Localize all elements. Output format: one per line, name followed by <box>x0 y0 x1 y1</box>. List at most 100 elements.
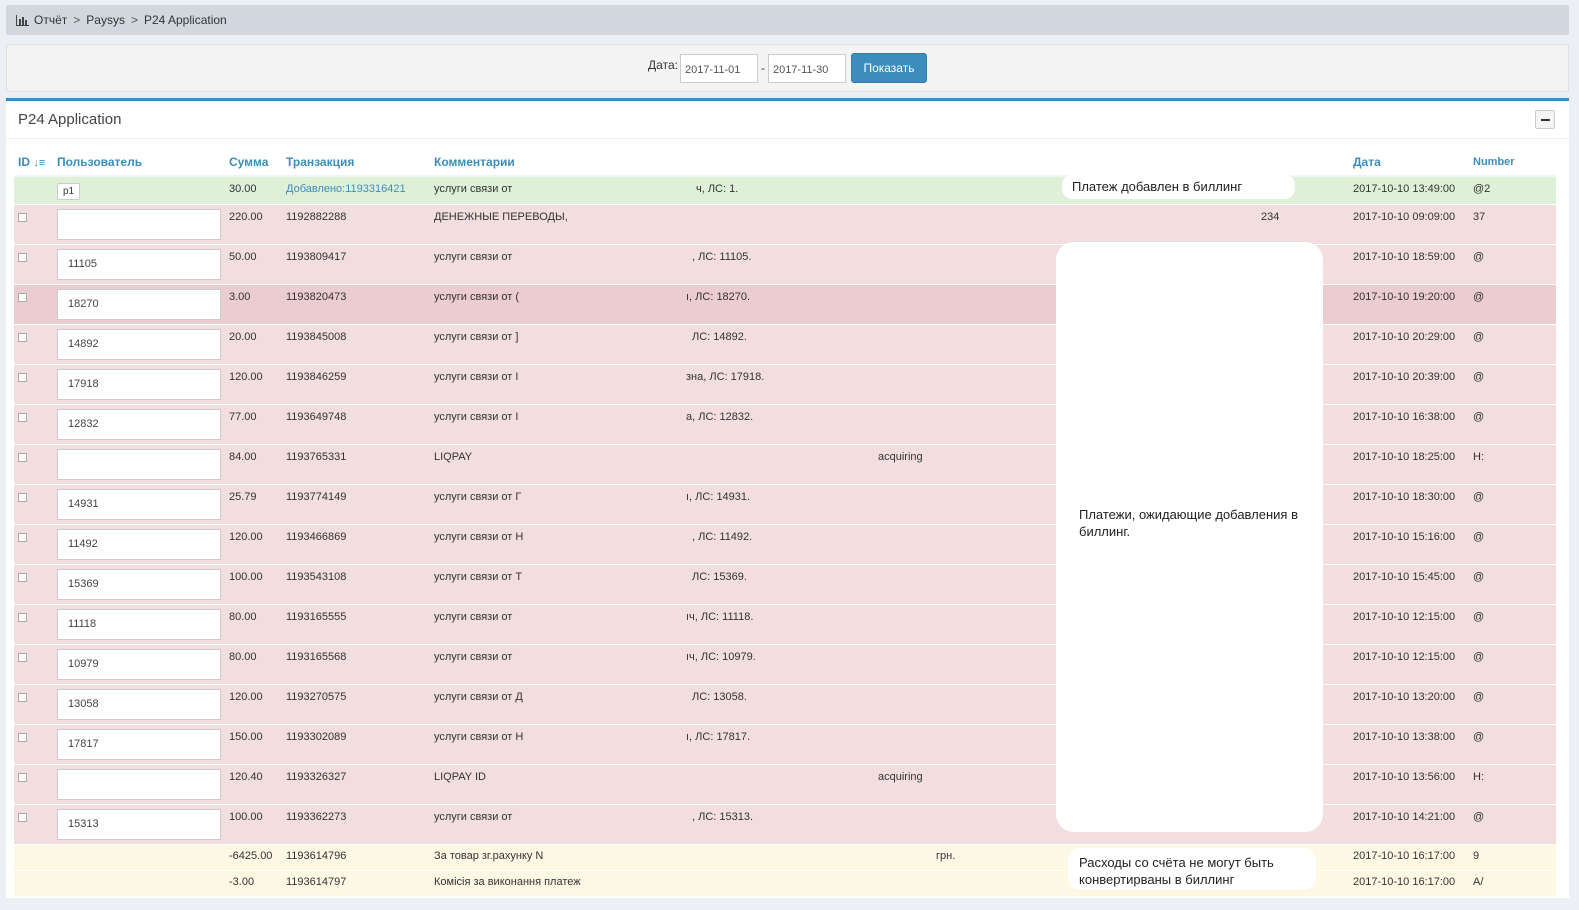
user-input[interactable]: 15313 <box>57 808 221 840</box>
cell-sum: 25.79 <box>225 483 282 524</box>
row-checkbox[interactable] <box>18 252 27 262</box>
cell-extra: 234 <box>1261 210 1280 223</box>
cell-comment: услуги связи от ( <box>434 290 520 303</box>
row-checkbox[interactable] <box>18 292 27 302</box>
show-button[interactable]: Показать <box>850 53 927 83</box>
collapse-button[interactable] <box>1535 110 1555 129</box>
table-row: 10979 80.00 1193165568 услуги связи от ıч, Л… <box>14 643 1556 684</box>
cell-sum: 100.00 <box>225 563 282 604</box>
cell-date: 2017-10-10 12:15:00 <box>1349 603 1469 644</box>
annotation-pending: Платежи, ожидающие добавления в биллинг. <box>1056 242 1323 832</box>
cell-comment-tail: ч, ЛС: 1. <box>696 183 739 195</box>
column-number[interactable]: Number <box>1469 149 1556 177</box>
cell-number: @ <box>1469 683 1556 724</box>
cell-comment-tail: , ЛС: 11492. <box>692 530 753 543</box>
user-input[interactable]: 11118 <box>57 608 221 640</box>
row-checkbox[interactable] <box>18 572 27 582</box>
row-checkbox[interactable] <box>18 452 27 462</box>
cell-date: 2017-10-10 16:17:00 <box>1349 843 1469 870</box>
cell-comment-tail: ЛС: 14892. <box>692 330 747 343</box>
cell-comment-tail: ЛС: 15369. <box>692 570 747 583</box>
cell-number: @ <box>1469 603 1556 644</box>
date-to-input[interactable] <box>767 53 846 83</box>
user-input[interactable]: 15369 <box>57 568 221 600</box>
column-transaction[interactable]: Транзакция <box>282 149 430 177</box>
cell-comment: услуги связи от Н <box>434 530 524 543</box>
breadcrumb-current: P24 Application <box>143 13 227 27</box>
cell-sum: 20.00 <box>225 323 282 364</box>
cell-comment: Комісія за виконання платеж <box>434 875 581 888</box>
cell-comment-tail: ıч, ЛС: 10979. <box>686 650 756 663</box>
cell-date: 2017-10-10 13:20:00 <box>1349 683 1469 724</box>
cell-number: @ <box>1469 323 1556 364</box>
row-checkbox[interactable] <box>18 772 27 782</box>
table-row: 13058 120.00 1193270575 услуги связи от Д ЛС… <box>14 683 1556 724</box>
cell-transaction: 1193846259 <box>282 363 430 404</box>
cell-number: @2 <box>1469 175 1556 204</box>
cell-sum: -6425.00 <box>225 843 282 870</box>
table-row-expense: -6425.00 1193614796 За товар зг.рахунку N г… <box>14 843 1556 870</box>
table-row-added: p1 30.00 Добавлено:1193316421 услуги свя… <box>14 175 1556 204</box>
breadcrumb-report[interactable]: Отчёт <box>34 13 68 27</box>
cell-sum: 120.00 <box>225 523 282 564</box>
column-sum[interactable]: Сумма <box>225 149 282 177</box>
table-header: ID ↓≡ Пользователь Сумма Транзакция Комм… <box>14 149 1556 177</box>
cell-extra: грн. <box>936 849 956 862</box>
user-input[interactable]: 12832 <box>57 408 221 440</box>
row-checkbox[interactable] <box>18 212 27 222</box>
added-label: Добавлено: <box>286 183 346 195</box>
column-date[interactable]: Дата <box>1349 149 1469 177</box>
cell-transaction: 1193326327 <box>282 763 430 804</box>
cell-number: @ <box>1469 723 1556 764</box>
row-checkbox[interactable] <box>18 652 27 662</box>
cell-transaction: 1193845008 <box>282 323 430 364</box>
row-checkbox[interactable] <box>18 732 27 742</box>
cell-number: H: <box>1469 763 1556 804</box>
user-input[interactable]: 18270 <box>57 288 221 320</box>
cell-number: A/ <box>1469 869 1556 896</box>
cell-sum: 80.00 <box>225 603 282 644</box>
row-checkbox[interactable] <box>18 812 27 822</box>
user-input[interactable]: 10979 <box>57 648 221 680</box>
user-tag[interactable]: p1 <box>57 183 81 200</box>
user-input[interactable] <box>57 448 221 480</box>
cell-number: @ <box>1469 483 1556 524</box>
user-input[interactable] <box>57 768 221 800</box>
cell-number: H: <box>1469 443 1556 484</box>
column-user[interactable]: Пользователь <box>53 149 225 177</box>
cell-date: 2017-10-10 20:29:00 <box>1349 323 1469 364</box>
row-checkbox[interactable] <box>18 372 27 382</box>
cell-comment-tail: ı, ЛС: 18270. <box>686 290 751 303</box>
user-input[interactable] <box>57 208 221 240</box>
user-input[interactable]: 17918 <box>57 368 221 400</box>
user-input[interactable]: 14931 <box>57 488 221 520</box>
cell-comment: услуги связи от I <box>434 410 519 423</box>
sort-icon[interactable]: ↓≡ <box>33 157 46 169</box>
user-input[interactable]: 13058 <box>57 688 221 720</box>
table-row: 15313 100.00 1193362273 услуги связи от , ЛС… <box>14 803 1556 844</box>
cell-transaction: 1193820473 <box>282 283 430 324</box>
transaction-link[interactable]: 1193316421 <box>345 183 406 195</box>
cell-comment-tail: ıч, ЛС: 11118. <box>686 610 754 623</box>
row-checkbox[interactable] <box>18 412 27 422</box>
user-input[interactable]: 11105 <box>57 248 221 280</box>
user-input[interactable]: 11492 <box>57 528 221 560</box>
cell-sum: 80.00 <box>225 643 282 684</box>
cell-date: 2017-10-10 19:20:00 <box>1349 283 1469 324</box>
user-input[interactable]: 17817 <box>57 728 221 760</box>
row-checkbox[interactable] <box>18 612 27 622</box>
row-checkbox[interactable] <box>18 492 27 502</box>
breadcrumb-paysys[interactable]: Paysys <box>86 13 125 27</box>
date-from-input[interactable] <box>679 53 758 83</box>
cell-transaction: 1193765331 <box>282 443 430 484</box>
row-checkbox[interactable] <box>18 532 27 542</box>
column-id[interactable]: ID ↓≡ <box>14 149 53 177</box>
cell-date: 2017-10-10 16:38:00 <box>1349 403 1469 444</box>
user-input[interactable]: 14892 <box>57 328 221 360</box>
row-checkbox[interactable] <box>18 332 27 342</box>
row-checkbox[interactable] <box>18 692 27 702</box>
column-comment[interactable]: Комментарии <box>430 149 1349 177</box>
cell-sum: 150.00 <box>225 723 282 764</box>
table-row: 18270 3.00 1193820473 услуги связи от (ı, Л… <box>14 283 1556 324</box>
cell-transaction: 1193543108 <box>282 563 430 604</box>
